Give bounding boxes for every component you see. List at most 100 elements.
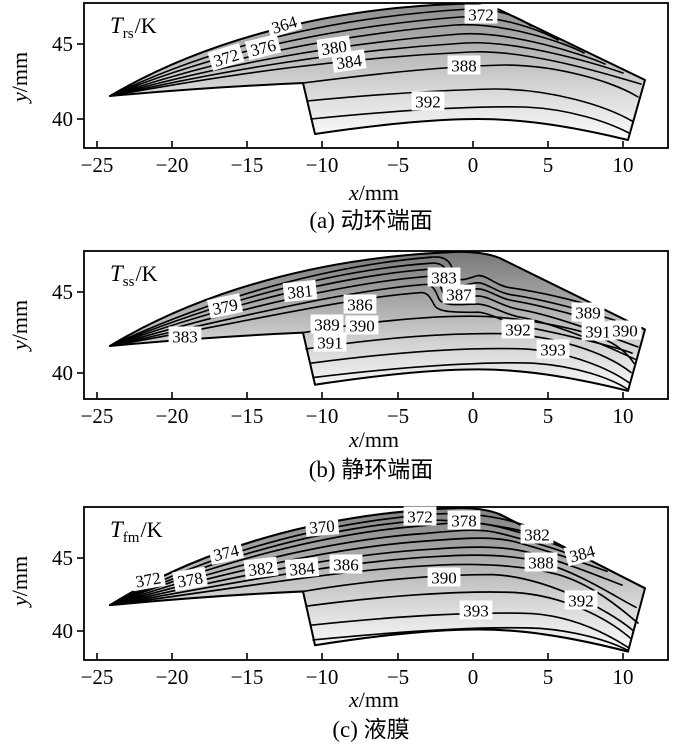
contour-label-box bbox=[520, 524, 554, 544]
contour-label: 390 bbox=[608, 320, 642, 341]
contour-label-value: 393 bbox=[463, 602, 489, 621]
contour-label-value: 370 bbox=[309, 516, 336, 537]
contour-line bbox=[109, 554, 637, 609]
contour-label: 390 bbox=[345, 315, 379, 336]
contour-label-box bbox=[464, 4, 498, 24]
x-axis-label: x/mm bbox=[348, 427, 399, 452]
contour-label-box bbox=[282, 279, 318, 303]
contour-label: 388 bbox=[447, 55, 481, 76]
contour-label-value: 386 bbox=[347, 296, 373, 315]
y-tick-label: 45 bbox=[52, 546, 73, 570]
contour-label-value: 388 bbox=[451, 57, 477, 76]
contour-label-value: 383 bbox=[431, 269, 457, 288]
plot-frame bbox=[83, 2, 669, 149]
contour-label: 384 bbox=[331, 49, 367, 73]
y-tick-label: 40 bbox=[52, 619, 73, 643]
contour-line bbox=[109, 563, 639, 624]
contour-label-box bbox=[206, 293, 244, 319]
panel-title: Tfm/K bbox=[110, 517, 163, 546]
contour-line bbox=[109, 51, 642, 97]
x-tick-label: 10 bbox=[613, 665, 634, 689]
contour-label-value: 383 bbox=[172, 328, 198, 347]
x-tick-label: −15 bbox=[231, 404, 264, 428]
contour-label: 384 bbox=[284, 557, 320, 580]
x-tick-label: 10 bbox=[613, 153, 634, 177]
contour-label: 389 bbox=[571, 302, 605, 323]
contour-label-box bbox=[571, 302, 605, 322]
contour-label-value: 382 bbox=[524, 526, 550, 545]
contour-label: 390 bbox=[427, 567, 461, 588]
contour-label-box bbox=[564, 590, 598, 610]
x-axis-label: x/mm bbox=[348, 180, 399, 205]
contour-line bbox=[310, 612, 629, 649]
contour-line bbox=[109, 546, 623, 606]
contour-label-value: 387 bbox=[446, 286, 472, 305]
x-tick-label: −15 bbox=[231, 665, 264, 689]
contour-label: 381 bbox=[282, 279, 318, 303]
contour-label: 389 bbox=[310, 314, 344, 335]
contour-label-box bbox=[310, 314, 344, 334]
contour-label: 382 bbox=[243, 556, 279, 580]
contour-line bbox=[109, 16, 559, 97]
x-tick-label: −10 bbox=[306, 153, 339, 177]
contour-label-box bbox=[427, 267, 461, 287]
contour-line bbox=[309, 347, 630, 384]
panel-caption: (c) 液膜 bbox=[332, 717, 409, 742]
contour-label-box bbox=[313, 332, 347, 352]
x-tick-label: −5 bbox=[387, 153, 409, 177]
x-tick-label: −25 bbox=[81, 665, 114, 689]
y-tick-label: 40 bbox=[52, 107, 73, 131]
y-tick-label: 45 bbox=[52, 280, 73, 304]
x-tick-label: 0 bbox=[468, 404, 479, 428]
contour-label: 386 bbox=[329, 554, 363, 575]
x-tick-label: 5 bbox=[543, 665, 554, 689]
x-tick-label: 0 bbox=[468, 153, 479, 177]
contour-label-box bbox=[284, 557, 320, 579]
contour-label-value: 384 bbox=[289, 558, 317, 579]
panel-c: −25 −20 −15 −10 −5 0 5 104540y/mmx/mmTfm/K37437… bbox=[7, 506, 669, 742]
contour-line bbox=[312, 362, 628, 390]
contour-label-value: 391 bbox=[317, 334, 343, 353]
contour-label-box bbox=[168, 326, 202, 346]
contour-label: 392 bbox=[564, 590, 598, 611]
x-tick-label: −15 bbox=[231, 153, 264, 177]
contour-label-box bbox=[343, 294, 377, 314]
contour-label: 382 bbox=[520, 524, 554, 545]
contour-line bbox=[312, 626, 629, 652]
contour-label-box bbox=[329, 554, 363, 574]
contour-label-value: 378 bbox=[451, 512, 477, 531]
contour-label: 383 bbox=[168, 326, 202, 347]
contour-label: 372 bbox=[403, 506, 437, 527]
contour-label-value: 389 bbox=[575, 304, 601, 323]
contour-line bbox=[305, 332, 632, 374]
x-tick-label: −10 bbox=[306, 665, 339, 689]
contour-label-value: 390 bbox=[431, 569, 457, 588]
plot-frame bbox=[83, 250, 669, 400]
contour-label-value: 379 bbox=[211, 295, 240, 319]
contour-label-value: 382 bbox=[247, 558, 275, 580]
contour-label: 370 bbox=[304, 515, 340, 538]
x-tick-label: 5 bbox=[543, 404, 554, 428]
contour-label-box bbox=[501, 319, 535, 339]
contour-label-value: 372 bbox=[407, 508, 433, 527]
contour-label-box bbox=[411, 91, 445, 111]
contour-label-value: 384 bbox=[335, 51, 363, 73]
contour-label: 376 bbox=[244, 33, 282, 60]
x-tick-label: −5 bbox=[387, 404, 409, 428]
contour-label-box bbox=[345, 315, 379, 335]
contour-line bbox=[306, 88, 633, 122]
contour-label-value: 372 bbox=[134, 568, 162, 591]
contour-label-value: 391 bbox=[585, 323, 611, 342]
contour-line bbox=[109, 42, 624, 97]
contour-line bbox=[109, 291, 633, 354]
contour-label-value: 392 bbox=[505, 321, 531, 340]
y-tick-label: 45 bbox=[52, 32, 73, 56]
contour-label-box bbox=[427, 567, 461, 587]
panel-title: Trs/K bbox=[110, 13, 157, 42]
contour-label: 391 bbox=[313, 332, 347, 353]
contour-line bbox=[310, 106, 630, 134]
contour-region-group-a bbox=[109, 2, 646, 141]
contour-label-value: 392 bbox=[415, 93, 441, 112]
